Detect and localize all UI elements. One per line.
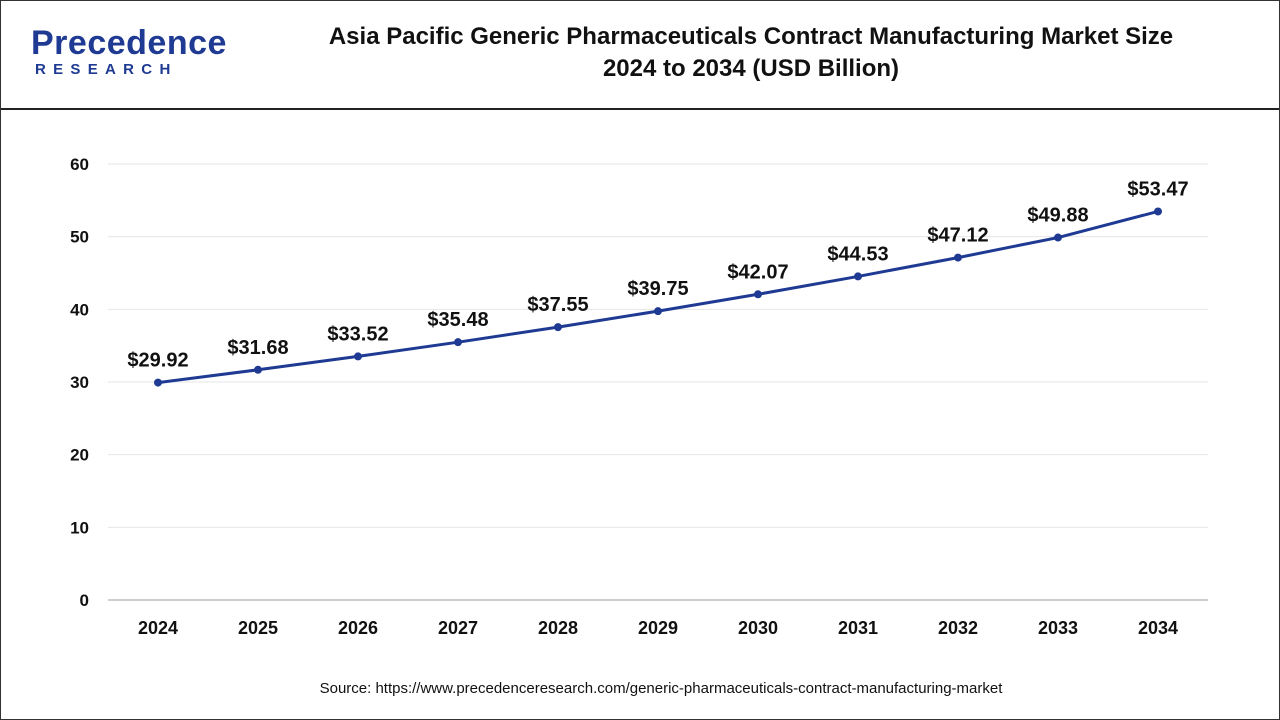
source-citation: Source: https://www.precedenceresearch.c… xyxy=(319,680,1003,697)
chart-title-line-2: 2024 to 2034 (USD Billion) xyxy=(602,55,900,82)
x-tick-label: 2031 xyxy=(838,618,878,638)
data-point xyxy=(554,323,562,332)
x-tick-label: 2024 xyxy=(138,618,178,638)
data-point xyxy=(854,272,862,281)
brand-logo: Precedence RESEARCH xyxy=(31,23,231,83)
data-label: $49.88 xyxy=(1027,205,1088,227)
data-label: $35.48 xyxy=(427,309,488,331)
y-tick-label: 30 xyxy=(70,373,89,392)
x-tick-label: 2027 xyxy=(438,618,478,638)
data-point xyxy=(1054,233,1062,242)
x-tick-label: 2025 xyxy=(238,618,278,638)
y-tick-label: 60 xyxy=(70,155,89,174)
y-tick-label: 40 xyxy=(70,300,89,319)
data-label: $31.68 xyxy=(227,337,288,359)
data-label: $44.53 xyxy=(827,243,888,265)
y-tick-label: 10 xyxy=(70,518,89,537)
data-label: $37.55 xyxy=(527,294,588,316)
data-point xyxy=(654,307,662,316)
data-point xyxy=(254,365,262,374)
data-point xyxy=(954,253,962,262)
x-tick-label: 2030 xyxy=(738,618,778,638)
x-tick-label: 2026 xyxy=(338,618,378,638)
x-tick-label: 2029 xyxy=(638,618,678,638)
data-label: $53.47 xyxy=(1127,178,1188,200)
x-tick-label: 2034 xyxy=(1138,618,1178,638)
data-point xyxy=(754,290,762,299)
data-point xyxy=(454,338,462,347)
data-label: $29.92 xyxy=(127,350,188,372)
data-point xyxy=(354,352,362,361)
x-tick-label: 2033 xyxy=(1038,618,1078,638)
y-tick-label: 0 xyxy=(80,591,89,610)
brand-name: Precedence xyxy=(31,24,227,62)
data-label: $33.52 xyxy=(327,323,388,345)
y-tick-label: 50 xyxy=(70,228,89,247)
chart-header: Precedence RESEARCH Asia Pacific Generic… xyxy=(1,1,1279,110)
data-label: $47.12 xyxy=(927,225,988,247)
chart-title-line-1: Asia Pacific Generic Pharmaceuticals Con… xyxy=(328,23,1174,50)
data-point xyxy=(154,378,162,387)
brand-tagline: RESEARCH xyxy=(35,61,178,78)
chart-title: Asia Pacific Generic Pharmaceuticals Con… xyxy=(251,21,1251,85)
x-tick-label: 2032 xyxy=(938,618,978,638)
data-point xyxy=(1154,207,1162,216)
y-tick-label: 20 xyxy=(70,446,89,465)
x-tick-label: 2028 xyxy=(538,618,578,638)
data-label: $42.07 xyxy=(727,261,788,283)
data-label: $39.75 xyxy=(627,278,688,300)
